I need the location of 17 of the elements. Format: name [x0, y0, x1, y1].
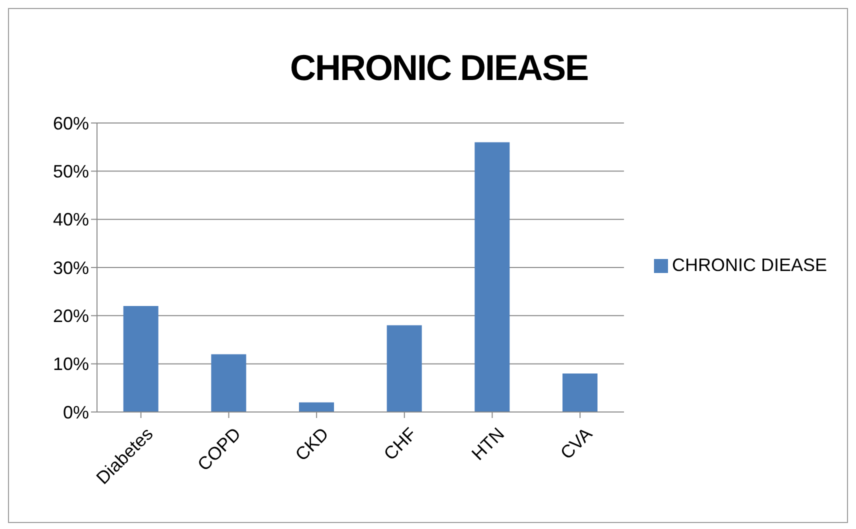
legend-label: CHRONIC DIEASE: [672, 255, 827, 275]
x-tick-label: CKD: [291, 424, 332, 465]
bar: [386, 325, 422, 412]
bar: [299, 402, 334, 412]
y-tick-label: 40%: [52, 210, 89, 230]
bar: [474, 142, 510, 412]
chart-title: CHRONIC DIEASE: [288, 47, 590, 89]
x-tick-label: CVA: [556, 424, 596, 464]
y-tick-label: 60%: [52, 113, 89, 134]
bar: [123, 306, 158, 412]
bar: [211, 354, 246, 412]
y-tick-label: 30%: [52, 258, 89, 278]
y-tick-label: 10%: [52, 354, 89, 374]
y-tick-label: 50%: [52, 162, 89, 182]
y-tick-label: 0%: [62, 402, 89, 422]
bar: [562, 373, 598, 412]
y-tick-label: 20%: [52, 306, 89, 326]
